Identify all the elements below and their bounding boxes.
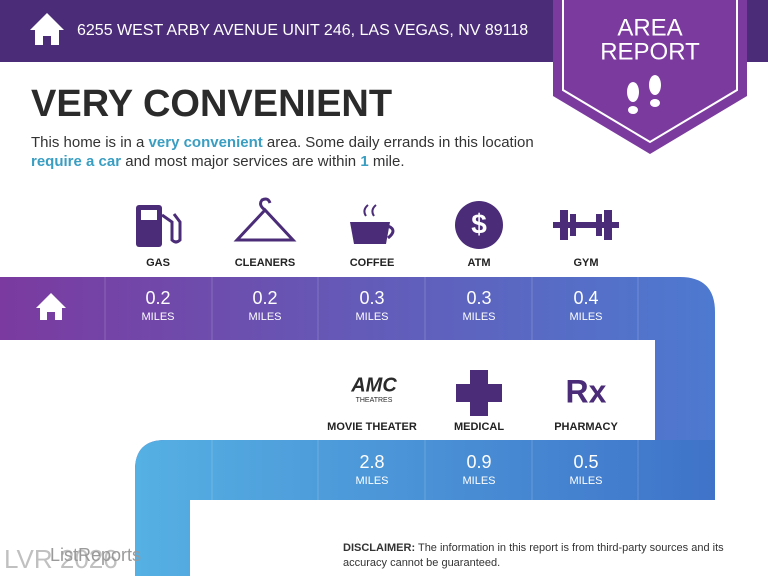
amenity-distance: 0.5 xyxy=(573,452,598,472)
home-icon xyxy=(30,13,64,45)
amenity-distance: 0.3 xyxy=(466,288,491,308)
summary-text: and most major services are within xyxy=(121,153,361,170)
summary-text: area. Some daily errands in this locatio… xyxy=(262,134,534,151)
amenity-unit: MILES xyxy=(462,475,495,487)
summary-text: This home is in a xyxy=(31,134,149,151)
icons xyxy=(136,197,619,416)
amenity-unit: MILES xyxy=(355,311,388,323)
watermark: LVR 2026 xyxy=(4,544,118,574)
amenity-name: MEDICAL xyxy=(454,421,504,433)
amenity-unit: MILES xyxy=(248,311,281,323)
amenity-distance: 0.4 xyxy=(573,288,598,308)
amenity-name: GYM xyxy=(573,257,598,269)
atm-icon-text: $ xyxy=(471,208,487,239)
home-icon xyxy=(36,293,66,320)
amenity-distance: 0.9 xyxy=(466,452,491,472)
badge-border xyxy=(562,0,738,144)
amenity-name: COFFEE xyxy=(350,257,395,269)
route-band-lower xyxy=(135,440,715,576)
summary-emphasis: require a car xyxy=(31,153,122,170)
amenity-unit: MILES xyxy=(462,311,495,323)
summary-emphasis: very convenient xyxy=(148,134,263,151)
cell-dividers xyxy=(104,277,639,500)
amenity-unit: MILES xyxy=(569,311,602,323)
brand: ListReports xyxy=(50,545,141,565)
disclaimer: DISCLAIMER: The information in this repo… xyxy=(343,541,743,571)
amenity-unit: MILES xyxy=(569,475,602,487)
summary: This home is in a very convenient area. … xyxy=(31,133,551,171)
disclaimer-text: The information in this report is from t… xyxy=(343,542,724,569)
headline: VERY CONVENIENT xyxy=(31,83,392,125)
summary-emphasis: 1 xyxy=(360,153,369,170)
badge xyxy=(553,0,747,154)
amenity-name: CLEANERS xyxy=(235,257,296,269)
rx-icon: Rx xyxy=(566,373,607,409)
amenity-distance: 2.8 xyxy=(359,452,384,472)
amenity-unit: MILES xyxy=(141,311,174,323)
disclaimer-label: DISCLAIMER: xyxy=(343,542,416,554)
summary-text: mile. xyxy=(368,153,405,170)
address: 6255 WEST ARBY AVENUE UNIT 246, LAS VEGA… xyxy=(77,22,528,39)
amenity-name: ATM xyxy=(467,257,490,269)
amenity-distance: 0.2 xyxy=(145,288,170,308)
amenity-name: PHARMACY xyxy=(554,421,618,433)
badge-text: AREA xyxy=(617,14,682,41)
amenity-name: GAS xyxy=(146,257,170,269)
amenity-name: MOVIE THEATER xyxy=(327,421,417,433)
badge-text: REPORT xyxy=(600,38,700,65)
amc-logo: AMC xyxy=(350,374,397,396)
amenity-unit: MILES xyxy=(355,475,388,487)
amenity-distance: 0.2 xyxy=(252,288,277,308)
amc-logo-sub: THEATRES xyxy=(356,397,393,404)
footprints xyxy=(627,75,661,114)
band-gap xyxy=(0,340,655,440)
amenity-distance: 0.3 xyxy=(359,288,384,308)
